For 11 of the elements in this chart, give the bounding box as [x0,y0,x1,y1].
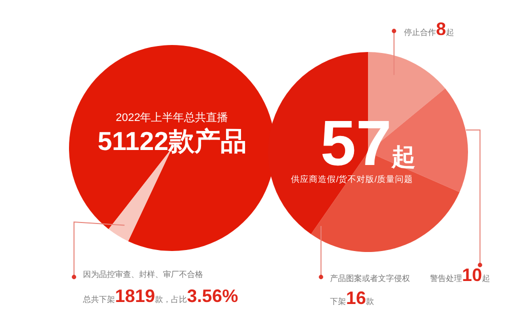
slice-label: 警告处理 [430,274,462,283]
text: 供应商造假/货不对版/质量问题 [291,174,413,184]
data-label: 下架16款 [330,288,374,308]
text: 2022年上半年总共直播 [116,111,228,124]
data-label: 10起 [462,265,490,285]
data-label: 总共下架1819款，占比3.56% [82,286,238,306]
text: 51122款产品 [98,126,246,156]
data-label: 8起 [436,19,454,39]
slice-label: 产品图案或者文字侵权 [330,274,410,283]
slice-label: 因为品控审查、封样、审厂不合格 [83,270,203,279]
slice-label: 停止合作 [404,28,436,37]
